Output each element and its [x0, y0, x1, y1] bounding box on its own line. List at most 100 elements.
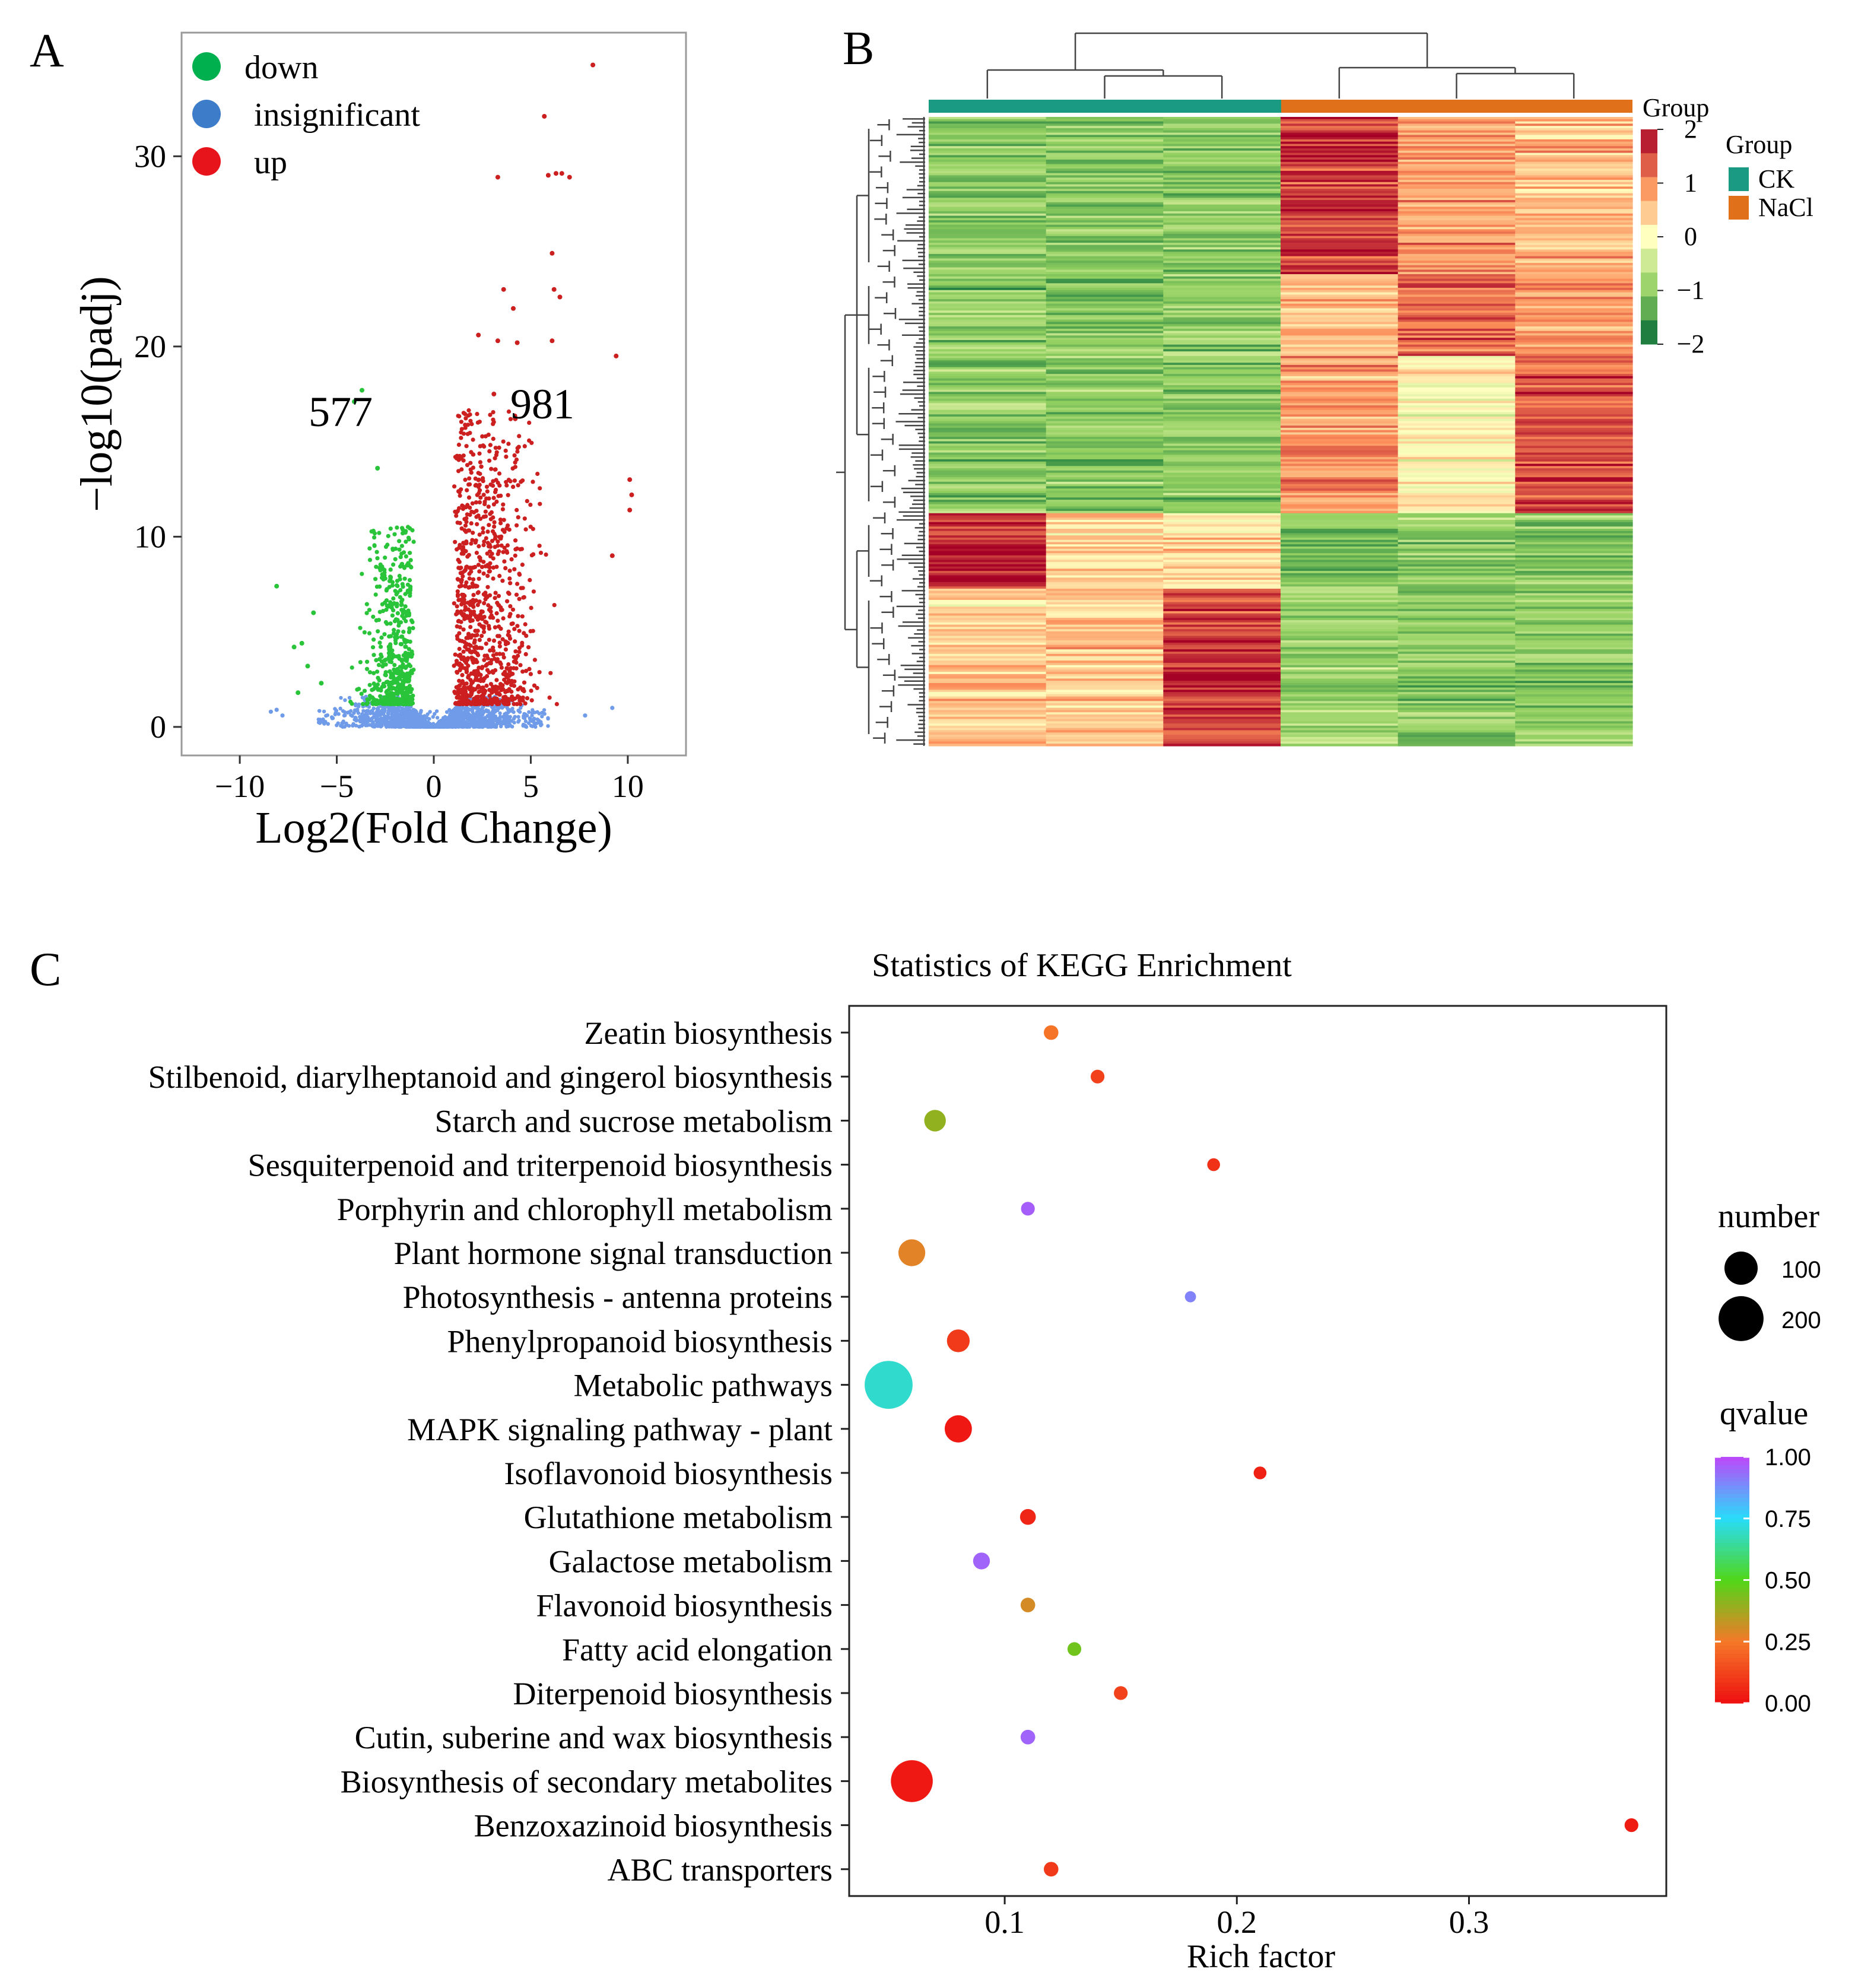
- up-point: [512, 679, 517, 684]
- down-point: [367, 608, 372, 612]
- heatmap-cell: [1397, 227, 1516, 230]
- heatmap-cell: [1163, 497, 1281, 500]
- heatmap-cell: [1281, 535, 1399, 538]
- down-point: [406, 679, 411, 684]
- heatmap-cell: [929, 380, 1047, 383]
- up-point: [470, 501, 475, 506]
- heatmap-cell: [1046, 511, 1164, 514]
- up-point: [465, 488, 469, 493]
- heatmap-cell: [1163, 233, 1281, 237]
- down-point: [387, 701, 392, 706]
- heatmap-cell: [1515, 218, 1633, 221]
- heatmap-cell: [1163, 376, 1281, 379]
- up-point: [483, 590, 488, 595]
- insignificant-point: [523, 719, 528, 723]
- heatmap-cell: [929, 615, 1047, 618]
- down-point: [305, 663, 310, 669]
- down-point: [406, 613, 412, 618]
- heatmap-cell: [1281, 656, 1399, 659]
- heatmap-cell: [1515, 315, 1633, 318]
- heatmap-cell: [1163, 665, 1281, 668]
- heatmap-cell: [1163, 609, 1281, 612]
- insignificant-point: [517, 719, 521, 723]
- heatmap-cell: [1515, 198, 1633, 201]
- up-point: [507, 569, 512, 573]
- heatmap-cell: [1515, 308, 1633, 311]
- up-point: [487, 449, 492, 454]
- heatmap-cell: [1281, 564, 1399, 567]
- insignificant-point: [537, 720, 542, 725]
- insignificant-point: [368, 711, 373, 716]
- heatmap-cell: [929, 276, 1047, 280]
- insignificant-point: [386, 721, 390, 725]
- heatmap-cell: [1163, 175, 1281, 178]
- heatmap-cell: [1163, 409, 1281, 413]
- heatmap-cell: [1397, 443, 1516, 446]
- heatmap-cell: [1046, 148, 1164, 151]
- up-point: [488, 482, 493, 487]
- heatmap-cell: [1515, 629, 1633, 632]
- up-point: [463, 691, 468, 696]
- heatmap-cell: [929, 186, 1047, 189]
- heatmap-cell: [1397, 224, 1516, 228]
- heatmap-cell: [929, 500, 1047, 503]
- heatmap-cell: [1163, 123, 1281, 126]
- heatmap-cell: [1163, 186, 1281, 189]
- up-point: [491, 653, 496, 658]
- heatmap-cell: [1397, 261, 1516, 263]
- heatmap-cell: [1046, 389, 1164, 392]
- heatmap-cell: [1163, 324, 1281, 327]
- heatmap-cell: [1281, 236, 1399, 239]
- heatmap-cell: [1281, 186, 1399, 189]
- heatmap-cell: [1397, 198, 1516, 201]
- heatmap-cell: [1163, 229, 1281, 232]
- heatmap-cell: [929, 609, 1047, 612]
- heatmap-cell: [1281, 392, 1399, 395]
- up-point: [462, 569, 467, 573]
- heatmap-cell: [1163, 353, 1281, 357]
- heatmap-cell: [1397, 542, 1516, 545]
- heatmap-cell: [1397, 586, 1516, 589]
- heatmap-cell: [1163, 303, 1281, 307]
- heatmap-cell: [1281, 324, 1399, 327]
- up-point: [466, 408, 471, 413]
- heatmap-cell: [1515, 153, 1633, 155]
- up-point: [528, 629, 533, 634]
- insignificant-point: [486, 720, 491, 725]
- heatmap-cell: [1281, 207, 1399, 209]
- down-point: [358, 625, 363, 630]
- heatmap-cell: [1281, 615, 1399, 618]
- up-point: [478, 678, 483, 684]
- down-point: [350, 665, 354, 670]
- insignificant-point: [447, 708, 452, 712]
- heatmap-cell: [1515, 233, 1633, 237]
- heatmap-cell: [929, 443, 1047, 446]
- heatmap-cell: [929, 398, 1047, 402]
- heatmap-cell: [1281, 378, 1399, 382]
- heatmap-cell: [1397, 303, 1516, 307]
- up-point: [520, 586, 525, 590]
- up-point: [474, 669, 479, 674]
- up-point: [522, 689, 526, 694]
- up-point: [457, 678, 462, 683]
- up-point: [482, 601, 487, 606]
- heatmap-cell: [1163, 401, 1281, 404]
- up-point: [488, 697, 493, 702]
- up-point: [516, 653, 520, 658]
- heatmap-cell: [1281, 468, 1399, 471]
- insignificant-point: [352, 711, 356, 715]
- heatmap-cell: [1163, 347, 1281, 350]
- heatmap-cell: [1046, 418, 1164, 422]
- heatmap-cell: [1281, 155, 1399, 158]
- heatmap-cell: [1515, 590, 1633, 594]
- heatmap-cell: [1515, 636, 1633, 639]
- heatmap-cell: [1046, 477, 1164, 480]
- down-point: [392, 671, 397, 675]
- heatmap-cell: [1515, 146, 1633, 149]
- up-point: [497, 652, 502, 656]
- down-point: [405, 588, 410, 593]
- up-point: [520, 478, 525, 483]
- up-point: [464, 681, 469, 686]
- heatmap-cell: [1046, 380, 1164, 383]
- heatmap-cell: [1281, 566, 1399, 569]
